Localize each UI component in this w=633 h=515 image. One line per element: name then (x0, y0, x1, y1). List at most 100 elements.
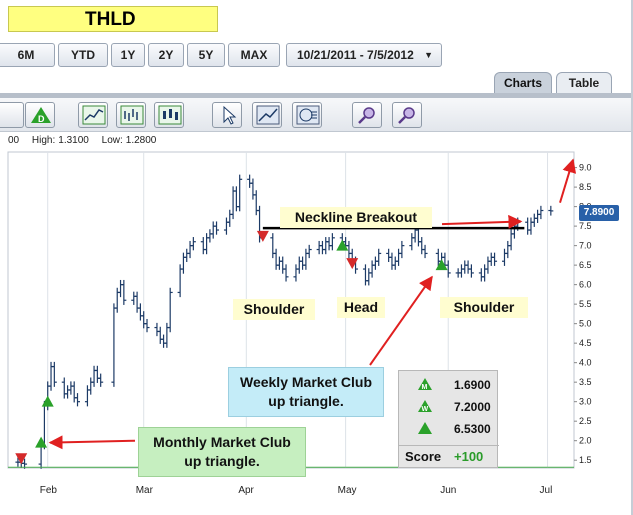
low-value: 1.2800 (125, 135, 157, 146)
score-row-monthly-value: 1.6900 (454, 378, 491, 392)
svg-text:D: D (38, 114, 45, 124)
d-signal-icon: D (31, 107, 51, 124)
draw-tools-icon (256, 105, 280, 125)
price-chart[interactable]: Feb Mar Apr May Jun Jul 1.5 2.0 2.5 3.0 3.5 4.0 4.5 5… (0, 148, 633, 515)
x-tick-label: Apr (238, 485, 254, 496)
monthly-up-triangle-marker (35, 436, 48, 448)
y-tick-label: 6.5 (579, 260, 592, 270)
toolbar-button-zoom-in[interactable] (352, 102, 382, 128)
weekly-callout-line-2: up triangle. (268, 393, 344, 409)
right-shoulder-label: Shoulder (440, 297, 528, 318)
y-tick-label: 9.0 (579, 163, 592, 173)
y-tick-label: 3.0 (579, 397, 592, 407)
date-range-value: 10/21/2011 - 7/5/2012 (297, 48, 414, 62)
y-tick-label: 1.5 (579, 455, 592, 465)
y-tick-label: 7.0 (579, 241, 592, 251)
score-row-daily: 6.5300 (399, 419, 499, 441)
tab-charts[interactable]: Charts (494, 72, 552, 94)
high-value: 1.3100 (58, 135, 89, 146)
y-tick-label: 5.0 (579, 319, 592, 329)
down-triangle-marker (256, 230, 269, 242)
neckline-breakout-label: Neckline Breakout (280, 207, 432, 228)
y-tick-label: 2.5 (579, 416, 592, 426)
left-shoulder-label: Shoulder (233, 299, 315, 320)
high-label: High: (31, 135, 56, 146)
x-tick-label: May (338, 485, 357, 496)
down-triangle-marker (15, 453, 28, 465)
symbol-label: THLD (8, 6, 218, 32)
score-row-monthly: M 1.6900 (399, 375, 499, 397)
low-label: Low: (101, 135, 123, 146)
candle-chart-icon (158, 105, 182, 125)
x-tick-label: Mar (136, 485, 154, 496)
toolbar-button-bar[interactable] (116, 102, 146, 128)
chart-canvas: Feb Mar Apr May Jun Jul 1.5 2.0 2.5 3.0 3.5 4.0 4.5 5… (7, 151, 592, 496)
daily-up-triangle-icon (418, 422, 432, 434)
period-button-ytd[interactable]: YTD (58, 43, 108, 67)
period-button-5y[interactable]: 5Y (187, 43, 225, 67)
y-tick-label: 5.5 (579, 299, 592, 309)
period-button-6m[interactable]: 6M (0, 43, 55, 67)
period-selector: 6M YTD 1Y 2Y 5Y MAX 10/21/2011 - 7/5/201… (0, 38, 630, 68)
y-tick-label: 6.0 (579, 280, 592, 290)
weekly-up-triangle-icon: W (418, 400, 432, 413)
score-value: +100 (454, 449, 484, 464)
monthly-triangle-callout: Monthly Market Club up triangle. (138, 427, 306, 477)
zoom-in-icon (358, 107, 375, 124)
svg-text:M: M (422, 384, 428, 391)
x-tick-label: Feb (40, 485, 58, 496)
score-label: Score (405, 449, 442, 464)
score-row-weekly-value: 7.2000 (454, 400, 491, 414)
weekly-callout-arrow (369, 275, 433, 366)
toolbar-button-back[interactable] (0, 102, 24, 128)
y-tick-label: 7.5 (579, 221, 592, 231)
neckline-breakout-arrow (441, 214, 523, 229)
down-triangle-marker (346, 258, 359, 270)
zoom-out-icon (398, 107, 415, 124)
svg-text:W: W (422, 406, 429, 413)
cursor-icon (223, 105, 237, 125)
up-triangle-marker (41, 395, 54, 407)
price-info-bar: 00 High: 1.3100 Low: 1.2800 (8, 135, 166, 146)
x-tick-label: Jun (440, 485, 456, 496)
y-tick-label: 4.5 (579, 338, 592, 348)
period-button-1y[interactable]: 1Y (111, 43, 145, 67)
monthly-up-triangle-icon: M (418, 378, 432, 391)
x-tick-label: Jul (540, 485, 553, 496)
info-prefix: 00 (8, 135, 20, 146)
toolbar-button-draw[interactable] (252, 102, 282, 128)
y-tick-label: 3.5 (579, 377, 592, 387)
date-range-select[interactable]: 10/21/2011 - 7/5/2012 ▼ (286, 43, 442, 67)
tab-table[interactable]: Table (556, 72, 612, 94)
toolbar-button-candle[interactable] (154, 102, 184, 128)
period-button-max[interactable]: MAX (228, 43, 280, 67)
toolbar-button-indicators[interactable] (292, 102, 322, 128)
up-triangle-marker (336, 239, 349, 251)
score-row-daily-value: 6.5300 (454, 422, 491, 436)
score-total: Score +100 (399, 445, 499, 467)
score-row-weekly: W 7.2000 (399, 397, 499, 419)
weekly-up-triangle-marker (435, 259, 448, 271)
toolbar-button-cursor[interactable] (212, 102, 242, 128)
line-chart-icon (82, 105, 106, 125)
target-arrow (559, 158, 577, 204)
score-panel: M 1.6900 W 7.2000 6.5300 Score +100 (398, 370, 499, 468)
indicator-panel-icon (296, 105, 320, 125)
monthly-callout-arrow (48, 435, 136, 450)
toolbar-button-line[interactable] (78, 102, 108, 128)
monthly-callout-line-1: Monthly Market Club (153, 434, 291, 450)
period-button-2y[interactable]: 2Y (148, 43, 184, 67)
toolbar-button-signal[interactable]: D (25, 102, 55, 128)
chart-toolbar: D (0, 98, 631, 132)
monthly-callout-line-2: up triangle. (184, 453, 260, 469)
toolbar-button-zoom-out[interactable] (392, 102, 422, 128)
y-tick-label: 2.0 (579, 436, 592, 446)
weekly-callout-line-1: Weekly Market Club (239, 374, 372, 390)
y-tick-label: 4.0 (579, 358, 592, 368)
bar-chart-icon (120, 105, 144, 125)
last-price-tag: 7.8900 (579, 205, 619, 221)
y-tick-label: 8.5 (579, 182, 592, 192)
weekly-triangle-callout: Weekly Market Club up triangle. (228, 367, 384, 417)
tab-strip-divider (0, 93, 631, 98)
